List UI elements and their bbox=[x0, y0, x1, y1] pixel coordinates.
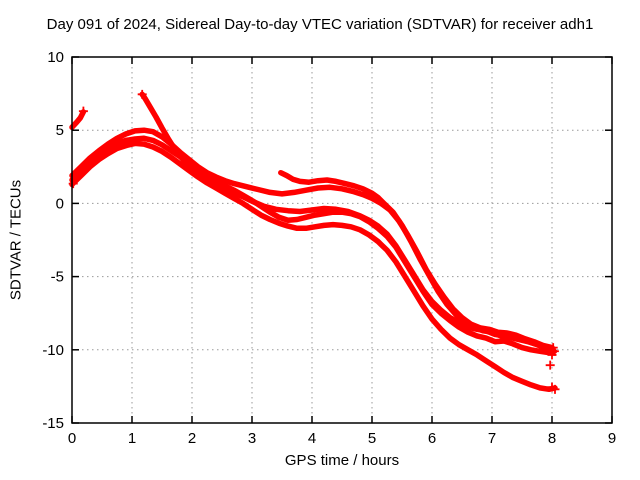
y-tick-label: -5 bbox=[51, 269, 64, 286]
plus-marker bbox=[78, 106, 88, 116]
data-trace-5 bbox=[69, 140, 558, 393]
y-tick-label: -10 bbox=[42, 342, 64, 359]
x-tick-label: 0 bbox=[68, 430, 76, 447]
x-tick-label: 7 bbox=[488, 430, 496, 447]
plus-marker bbox=[68, 179, 78, 189]
x-axis-title: GPS time / hours bbox=[284, 452, 400, 469]
y-tick-label: 0 bbox=[56, 195, 64, 212]
y-tick-label: 10 bbox=[47, 49, 64, 66]
data-trace-4 bbox=[69, 135, 558, 356]
x-tick-label: 9 bbox=[608, 430, 616, 447]
data-trace-6 bbox=[278, 169, 555, 353]
x-tick-label: 1 bbox=[128, 430, 136, 447]
x-tick-label: 3 bbox=[248, 430, 256, 447]
x-tick-label: 6 bbox=[428, 430, 436, 447]
plus-marker bbox=[545, 360, 555, 370]
plus-marker bbox=[137, 89, 147, 99]
plus-marker bbox=[550, 384, 560, 394]
x-tick-label: 2 bbox=[188, 430, 196, 447]
y-tick-label: -15 bbox=[42, 415, 64, 432]
y-tick-label: 5 bbox=[56, 122, 64, 139]
plot-border bbox=[71, 56, 613, 424]
chart-title: Day 091 of 2024, Sidereal Day-to-day VTE… bbox=[46, 16, 594, 33]
x-tick-label: 4 bbox=[308, 430, 316, 447]
x-tick-label: 8 bbox=[548, 430, 556, 447]
data-trace-1 bbox=[69, 109, 87, 131]
plus-marker bbox=[547, 350, 557, 360]
x-tick-label: 5 bbox=[368, 430, 376, 447]
